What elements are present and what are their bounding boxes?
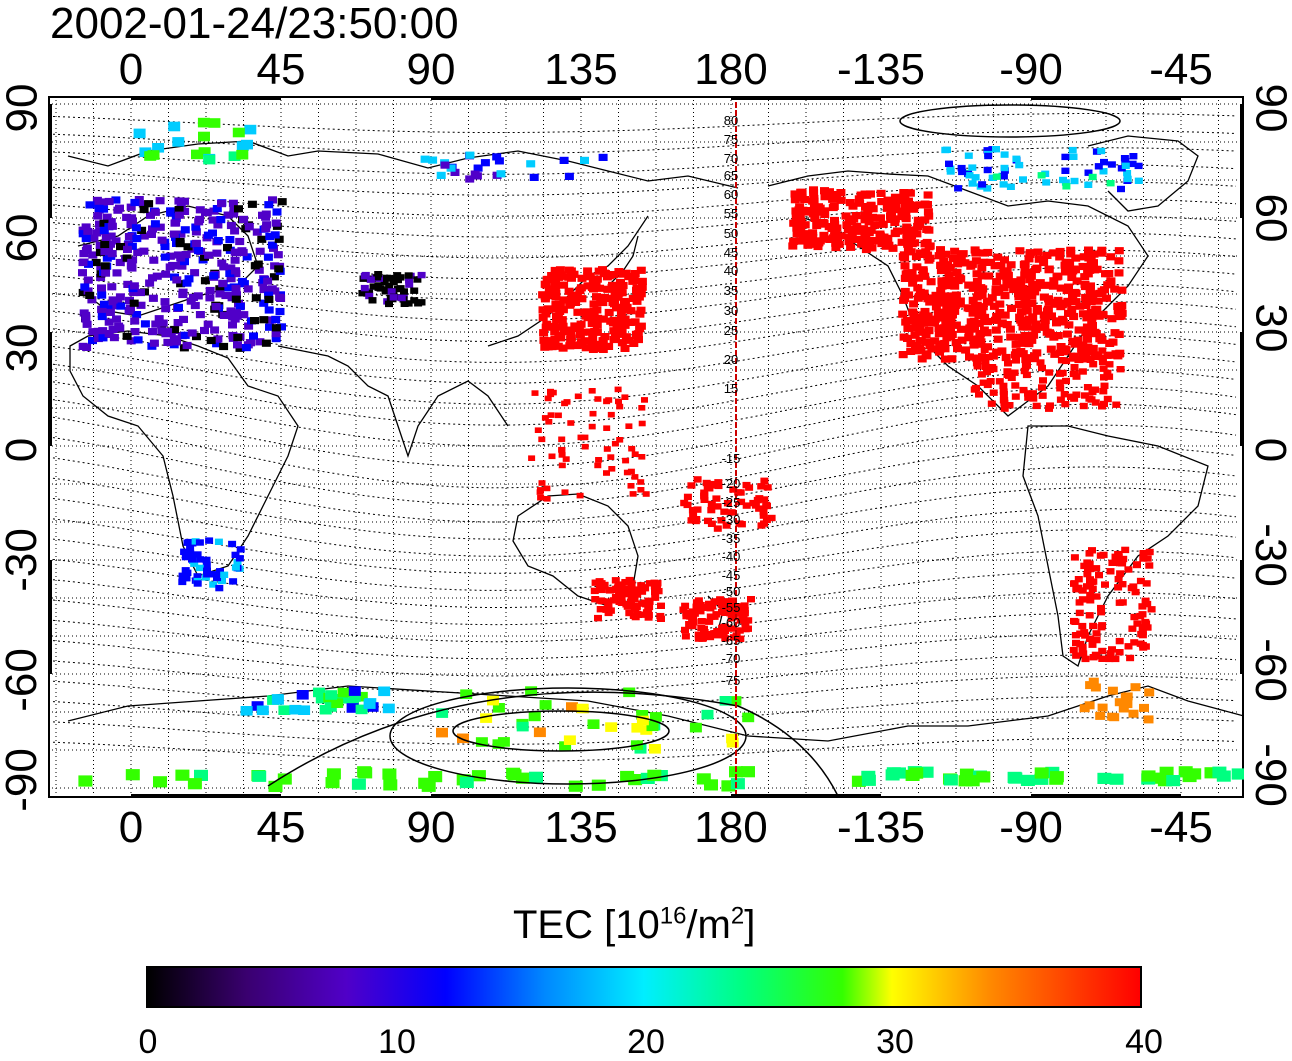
meridian-mag-lat-label: -15 [722,451,741,466]
meridian-mag-lat-label: 50 [724,226,738,241]
bottom-lon-label: 180 [694,803,768,852]
meridian-mag-lat-label: 60 [724,187,738,202]
colorbar-tick: 20 [627,1023,665,1061]
meridian-mag-lat-label: -40 [722,549,741,564]
right-lat-label: -60 [1246,638,1292,702]
left-lat-label: -30 [0,528,46,592]
meridian-mag-lat-label: 15 [724,381,738,396]
meridian-mag-lat-label: 80 [724,113,738,128]
meridian-mag-lat-label: -35 [722,531,741,546]
left-lat-label: 90 [0,83,47,133]
left-lat-label: 0 [0,437,46,463]
meridian-mag-lat-label: -25 [722,495,741,510]
meridian-mag-lat-label: 70 [724,151,738,166]
meridian-mag-lat-label: 20 [724,352,738,367]
top-lon-label: 180 [694,45,768,94]
bottom-lon-label: 90 [406,803,456,852]
meridian-mag-lat-label: 40 [724,263,738,278]
right-lat-label: 60 [1246,193,1292,243]
meridian-mag-lat-label: -55 [722,600,741,615]
bottom-lon-label: 0 [118,803,144,852]
right-lat-label: 90 [1246,83,1292,133]
frame-ticks [48,96,1244,798]
meridian-mag-lat-label: -60 [722,615,741,630]
left-lat-label: -60 [0,648,46,712]
meridian-mag-lat-label: 65 [724,168,738,183]
meridian-mag-lat-labels: 80 75 70 65 60 55 50 45 40 35 30 25 20 15 -15 -20 -25 -30… [722,113,741,688]
bottom-lon-label: 45 [256,803,306,852]
colorbar-tick: 30 [876,1023,914,1061]
meridian-mag-lat-label: -30 [722,512,741,527]
top-lon-label: -135 [836,45,926,94]
meridian-mag-lat-label: 55 [724,206,738,221]
colorbar-tick: 0 [138,1023,158,1061]
top-lon-label: 0 [118,45,144,94]
bottom-lon-label: -90 [999,803,1063,852]
tec-data-cells [78,117,1244,792]
meridian-mag-lat-label: -50 [722,584,741,599]
left-lat-label: -90 [0,748,46,812]
top-lon-label: -45 [1149,45,1213,94]
top-lon-label: -90 [999,45,1063,94]
meridian-mag-lat-label: 30 [724,303,738,318]
colorbar-tick: 10 [378,1023,416,1061]
top-lon-label: 90 [406,45,456,94]
right-lat-label: -90 [1246,743,1292,807]
right-lat-label: -30 [1246,523,1292,587]
timestamp: 2002-01-24/23:50:00 [50,0,459,48]
meridian-mag-lat-label: 35 [724,283,738,298]
left-lat-label: 30 [0,323,47,373]
left-lat-label: 60 [0,213,47,263]
right-lat-label: 0 [1245,437,1292,463]
right-lat-label: 30 [1246,303,1292,353]
top-lon-label: 45 [256,45,306,94]
meridian-mag-lat-label: -75 [722,673,741,688]
bottom-lon-label: -45 [1149,803,1213,852]
meridian-mag-lat-label: -45 [722,568,741,583]
colorbar-tick: 40 [1125,1023,1163,1061]
colorbar-title: TEC [1016/m2] [513,902,756,947]
magnetic-latitude-contours [48,113,1237,762]
tec-colorbar [146,966,1142,1008]
bottom-lon-label: -135 [836,803,926,852]
tec-world-map: 80 75 70 65 60 55 50 45 40 35 30 25 20 15 -15 -20 -25 -30… [48,96,1244,798]
bottom-lon-label: 135 [544,803,618,852]
meridian-mag-lat-label: -65 [722,633,741,648]
map-frame [48,96,1244,798]
meridian-mag-lat-label: -20 [722,476,741,491]
meridian-mag-lat-label: 75 [724,132,738,147]
top-lon-label: 135 [544,45,618,94]
meridian-mag-lat-label: -70 [722,651,741,666]
meridian-mag-lat-label: 25 [724,323,738,338]
polar-solid-contours [267,104,1121,797]
meridian-mag-lat-label: 45 [724,245,738,260]
